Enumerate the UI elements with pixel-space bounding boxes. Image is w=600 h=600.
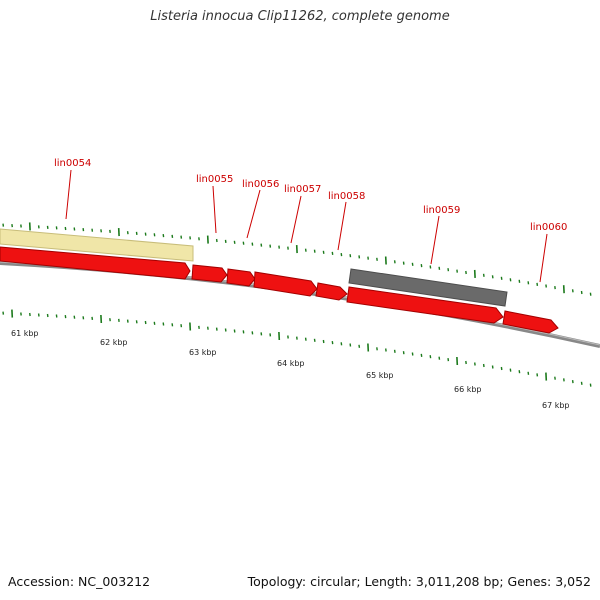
gene-lin0058[interactable] bbox=[315, 282, 348, 301]
label-lin0055[interactable]: lin0055 bbox=[196, 174, 233, 185]
accession-text: Accession: NC_003212 bbox=[8, 574, 151, 589]
label-lin0054[interactable]: lin0054 bbox=[54, 158, 91, 169]
gene-lin0055[interactable] bbox=[191, 264, 228, 283]
genome-summary-text: Topology: circular; Length: 3,011,208 bp… bbox=[247, 574, 591, 589]
label-lin0056[interactable]: lin0056 bbox=[242, 179, 279, 190]
gene-lin0060[interactable] bbox=[502, 310, 559, 334]
label-lin0057[interactable]: lin0057 bbox=[284, 184, 321, 195]
scale-label: 65 kbp bbox=[366, 371, 394, 380]
inner-tick-track bbox=[2, 309, 592, 387]
outer-tick-track bbox=[2, 222, 592, 296]
gene-lin0058b[interactable] bbox=[346, 286, 504, 324]
scale-label: 63 kbp bbox=[189, 348, 217, 357]
map-title: Listeria innocua Clip11262, complete gen… bbox=[150, 9, 450, 24]
scale-label: 64 kbp bbox=[277, 359, 305, 368]
gene-lin0059[interactable] bbox=[348, 268, 508, 307]
gene-labels: lin0054 lin0055 lin0056 lin0057 lin0058 … bbox=[54, 158, 567, 233]
reverse-strand-genes bbox=[0, 246, 559, 334]
scale-label: 62 kbp bbox=[100, 338, 128, 347]
scale-labels: 61 kbp 62 kbp 63 kbp 64 kbp 65 kbp 66 kb… bbox=[11, 329, 570, 410]
gene-lin0054-red[interactable] bbox=[0, 246, 191, 280]
scale-label: 61 kbp bbox=[11, 329, 39, 338]
gene-lin0054[interactable] bbox=[0, 228, 194, 262]
scale-label: 67 kbp bbox=[542, 401, 570, 410]
label-leaders bbox=[65, 169, 548, 283]
genome-backbone bbox=[0, 261, 600, 348]
scale-label: 66 kbp bbox=[454, 385, 482, 394]
label-lin0058[interactable]: lin0058 bbox=[328, 191, 365, 202]
label-lin0060[interactable]: lin0060 bbox=[530, 222, 567, 233]
gene-lin0056[interactable] bbox=[226, 268, 256, 287]
gene-lin0057[interactable] bbox=[253, 271, 318, 297]
label-lin0059[interactable]: lin0059 bbox=[423, 205, 460, 216]
